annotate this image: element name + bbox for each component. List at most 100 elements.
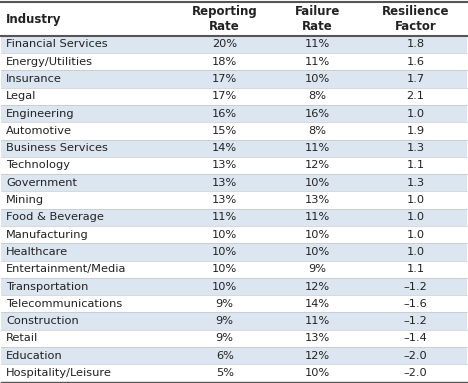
Bar: [1, 278, 467, 295]
Text: Legal: Legal: [6, 91, 37, 101]
Text: 15%: 15%: [212, 126, 237, 136]
Text: 11%: 11%: [305, 39, 330, 49]
Text: Resilience
Factor: Resilience Factor: [382, 5, 449, 33]
Text: –1.6: –1.6: [403, 299, 427, 309]
Text: Failure
Rate: Failure Rate: [295, 5, 340, 33]
Bar: [1, 347, 467, 364]
Bar: [1, 174, 467, 192]
Bar: [1, 295, 467, 313]
Text: 13%: 13%: [212, 195, 237, 205]
Text: Retail: Retail: [6, 333, 38, 344]
Text: 5%: 5%: [216, 368, 234, 378]
Text: 1.1: 1.1: [406, 160, 424, 170]
Bar: [1, 122, 467, 139]
Text: 8%: 8%: [309, 126, 327, 136]
Text: 1.0: 1.0: [406, 247, 424, 257]
Text: Financial Services: Financial Services: [6, 39, 108, 49]
Text: 10%: 10%: [305, 230, 330, 240]
Text: 12%: 12%: [305, 282, 330, 291]
Bar: [1, 105, 467, 122]
Text: Reporting
Rate: Reporting Rate: [192, 5, 257, 33]
Text: Manufacturing: Manufacturing: [6, 230, 89, 240]
Bar: [1, 2, 467, 36]
Text: Technology: Technology: [6, 160, 70, 170]
Text: –2.0: –2.0: [403, 368, 427, 378]
Text: 6%: 6%: [216, 351, 234, 361]
Text: Business Services: Business Services: [6, 143, 108, 153]
Text: 1.8: 1.8: [406, 39, 424, 49]
Bar: [1, 260, 467, 278]
Text: Telecommunications: Telecommunications: [6, 299, 122, 309]
Text: 20%: 20%: [212, 39, 237, 49]
Text: 10%: 10%: [212, 230, 237, 240]
Bar: [1, 53, 467, 70]
Text: 14%: 14%: [305, 299, 330, 309]
Text: Entertainment/Media: Entertainment/Media: [6, 264, 126, 274]
Text: 13%: 13%: [212, 160, 237, 170]
Bar: [1, 209, 467, 226]
Text: 11%: 11%: [305, 57, 330, 67]
Text: Insurance: Insurance: [6, 74, 62, 84]
Text: 13%: 13%: [305, 195, 330, 205]
Bar: [1, 364, 467, 381]
Bar: [1, 313, 467, 330]
Text: Food & Beverage: Food & Beverage: [6, 212, 104, 223]
Text: 10%: 10%: [305, 74, 330, 84]
Text: 1.7: 1.7: [406, 74, 424, 84]
Text: Engineering: Engineering: [6, 109, 75, 119]
Text: 16%: 16%: [212, 109, 237, 119]
Text: –2.0: –2.0: [403, 351, 427, 361]
Bar: [1, 88, 467, 105]
Text: 10%: 10%: [212, 264, 237, 274]
Text: Construction: Construction: [6, 316, 79, 326]
Text: 10%: 10%: [212, 282, 237, 291]
Text: 11%: 11%: [305, 212, 330, 223]
Text: 11%: 11%: [305, 143, 330, 153]
Text: 1.3: 1.3: [406, 143, 424, 153]
Text: 12%: 12%: [305, 160, 330, 170]
Bar: [1, 139, 467, 157]
Bar: [1, 192, 467, 209]
Text: –1.2: –1.2: [403, 282, 427, 291]
Text: 1.0: 1.0: [406, 230, 424, 240]
Text: Automotive: Automotive: [6, 126, 72, 136]
Text: 10%: 10%: [212, 247, 237, 257]
Text: 9%: 9%: [309, 264, 327, 274]
Text: 14%: 14%: [212, 143, 237, 153]
Text: 1.6: 1.6: [406, 57, 424, 67]
Text: 11%: 11%: [212, 212, 237, 223]
Text: 2.1: 2.1: [406, 91, 424, 101]
Text: 12%: 12%: [305, 351, 330, 361]
Text: Energy/Utilities: Energy/Utilities: [6, 57, 93, 67]
Text: Education: Education: [6, 351, 63, 361]
Text: 1.0: 1.0: [406, 212, 424, 223]
Text: 10%: 10%: [305, 368, 330, 378]
Text: 10%: 10%: [305, 247, 330, 257]
Bar: [1, 330, 467, 347]
Text: Transportation: Transportation: [6, 282, 88, 291]
Text: Healthcare: Healthcare: [6, 247, 68, 257]
Text: 13%: 13%: [305, 333, 330, 344]
Bar: [1, 243, 467, 260]
Text: Government: Government: [6, 178, 77, 188]
Text: 17%: 17%: [212, 74, 237, 84]
Text: Mining: Mining: [6, 195, 44, 205]
Bar: [1, 70, 467, 88]
Text: 9%: 9%: [216, 316, 234, 326]
Bar: [1, 157, 467, 174]
Text: –1.4: –1.4: [403, 333, 427, 344]
Text: 1.3: 1.3: [406, 178, 424, 188]
Text: 9%: 9%: [216, 299, 234, 309]
Text: 1.9: 1.9: [406, 126, 424, 136]
Text: 17%: 17%: [212, 91, 237, 101]
Text: 8%: 8%: [309, 91, 327, 101]
Text: 1.0: 1.0: [406, 109, 424, 119]
Text: –1.2: –1.2: [403, 316, 427, 326]
Text: Industry: Industry: [6, 13, 61, 26]
Text: 11%: 11%: [305, 316, 330, 326]
Text: 10%: 10%: [305, 178, 330, 188]
Text: 16%: 16%: [305, 109, 330, 119]
Bar: [1, 226, 467, 243]
Text: 18%: 18%: [212, 57, 237, 67]
Text: Hospitality/Leisure: Hospitality/Leisure: [6, 368, 112, 378]
